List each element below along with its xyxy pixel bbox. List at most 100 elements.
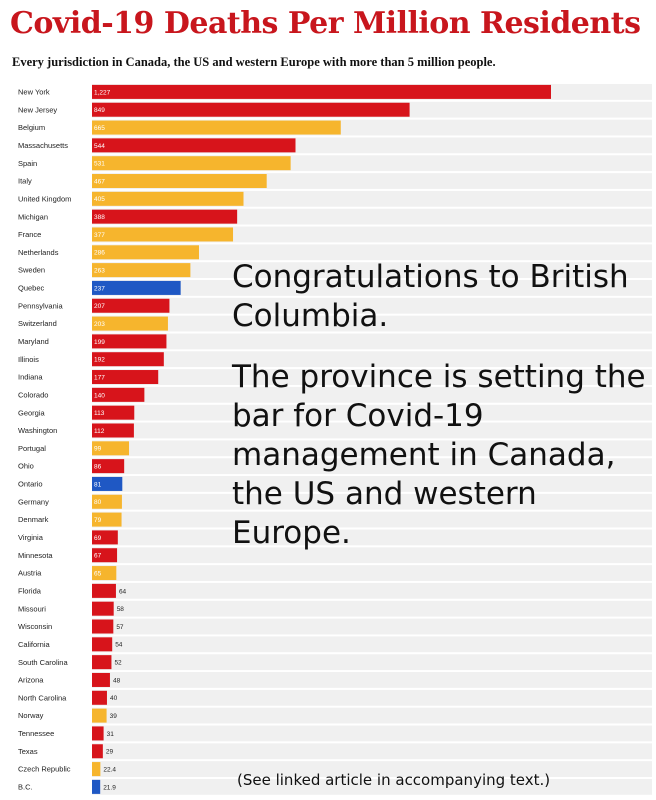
value-label: 388 bbox=[94, 214, 105, 221]
value-label: 207 bbox=[94, 303, 105, 310]
value-label: 112 bbox=[94, 428, 105, 435]
value-label: 79 bbox=[94, 517, 102, 524]
bar bbox=[92, 512, 122, 527]
category-label: South Carolina bbox=[18, 658, 68, 667]
bar bbox=[92, 84, 551, 99]
category-label: Minnesota bbox=[18, 551, 53, 560]
footnote: (See linked article in accompanying text… bbox=[237, 771, 551, 789]
category-label: Portugal bbox=[18, 444, 46, 453]
row-stripe bbox=[92, 547, 652, 564]
row-stripe bbox=[92, 761, 652, 777]
bar bbox=[92, 245, 199, 260]
category-label: Michigan bbox=[18, 212, 48, 221]
category-label: Austria bbox=[18, 569, 42, 578]
category-label: California bbox=[18, 640, 51, 649]
value-label: 21.9 bbox=[103, 784, 116, 791]
caption-congratulations: Congratulations to British Columbia. bbox=[232, 259, 629, 334]
bar bbox=[92, 387, 145, 402]
value-label: 286 bbox=[94, 250, 105, 257]
value-label: 113 bbox=[94, 410, 105, 417]
row-stripe bbox=[92, 386, 652, 403]
value-label: 99 bbox=[94, 446, 102, 453]
row-stripe bbox=[92, 476, 652, 492]
bar bbox=[92, 619, 114, 634]
category-label: Ohio bbox=[18, 462, 34, 471]
value-label: 177 bbox=[94, 374, 105, 381]
category-label: New Jersey bbox=[18, 105, 57, 114]
bar bbox=[92, 298, 170, 313]
value-label: 67 bbox=[94, 553, 102, 560]
bar bbox=[92, 779, 101, 794]
category-label: Missouri bbox=[18, 604, 46, 613]
value-label: 64 bbox=[119, 588, 127, 595]
category-label: Wisconsin bbox=[18, 622, 52, 631]
bar bbox=[92, 690, 107, 705]
bar bbox=[92, 191, 244, 206]
value-label: 29 bbox=[106, 749, 114, 756]
bar bbox=[92, 174, 267, 189]
value-label: 544 bbox=[94, 143, 105, 150]
row-stripe bbox=[92, 262, 652, 279]
bar bbox=[92, 138, 296, 153]
category-label: New York bbox=[18, 88, 50, 97]
value-label: 192 bbox=[94, 357, 105, 364]
category-label: Czech Republic bbox=[18, 765, 71, 774]
value-label: 86 bbox=[94, 464, 102, 471]
bar bbox=[92, 583, 116, 598]
bar bbox=[92, 423, 134, 438]
category-label: Texas bbox=[18, 747, 38, 756]
category-label: Norway bbox=[18, 711, 44, 720]
value-label: 52 bbox=[114, 660, 122, 667]
category-label: Tennessee bbox=[18, 729, 54, 738]
row-stripe bbox=[92, 369, 652, 385]
bar bbox=[92, 708, 107, 723]
category-label: Virginia bbox=[18, 533, 44, 542]
value-label: 849 bbox=[94, 107, 105, 114]
caption-statement: The province is setting the bar for Covi… bbox=[232, 359, 646, 551]
bar bbox=[92, 120, 341, 135]
value-label: 48 bbox=[113, 677, 121, 684]
row-stripe bbox=[92, 440, 652, 457]
value-label: 80 bbox=[94, 499, 102, 506]
chart-title: Covid-19 Deaths Per Million Residents bbox=[10, 6, 641, 41]
row-stripe bbox=[92, 582, 652, 599]
category-label: United Kingdom bbox=[18, 194, 71, 203]
row-stripe bbox=[92, 654, 652, 671]
row-stripe bbox=[92, 244, 652, 261]
bar bbox=[92, 209, 238, 224]
category-label: Massachusetts bbox=[18, 141, 68, 150]
row-stripe bbox=[92, 458, 652, 475]
row-stripe bbox=[92, 351, 652, 368]
bar bbox=[92, 352, 164, 367]
category-label: Denmark bbox=[18, 515, 49, 524]
category-label: Arizona bbox=[18, 676, 44, 685]
category-label: Germany bbox=[18, 497, 49, 506]
category-label: North Carolina bbox=[18, 693, 67, 702]
bar bbox=[92, 102, 410, 117]
category-label: Quebec bbox=[18, 284, 45, 293]
value-label: 531 bbox=[94, 161, 105, 168]
value-label: 22.4 bbox=[103, 766, 116, 773]
bar bbox=[92, 601, 114, 616]
value-label: 40 bbox=[110, 695, 118, 702]
bar bbox=[92, 316, 168, 331]
row-stripe bbox=[92, 529, 652, 546]
category-label: Ontario bbox=[18, 480, 43, 489]
value-label: 1,227 bbox=[94, 89, 111, 96]
category-label: France bbox=[18, 230, 41, 239]
category-label: Colorado bbox=[18, 390, 48, 399]
bar bbox=[92, 637, 113, 652]
row-stripe bbox=[92, 422, 652, 439]
bar bbox=[92, 370, 159, 385]
row-stripe bbox=[92, 493, 652, 510]
row-stripe bbox=[92, 707, 652, 724]
value-label: 467 bbox=[94, 178, 105, 185]
category-label: B.C. bbox=[18, 782, 33, 791]
category-label: Italy bbox=[18, 177, 32, 186]
value-label: 203 bbox=[94, 321, 105, 328]
value-label: 81 bbox=[94, 481, 102, 488]
value-label: 405 bbox=[94, 196, 105, 203]
row-stripe bbox=[92, 672, 652, 688]
category-label: Switzerland bbox=[18, 319, 57, 328]
